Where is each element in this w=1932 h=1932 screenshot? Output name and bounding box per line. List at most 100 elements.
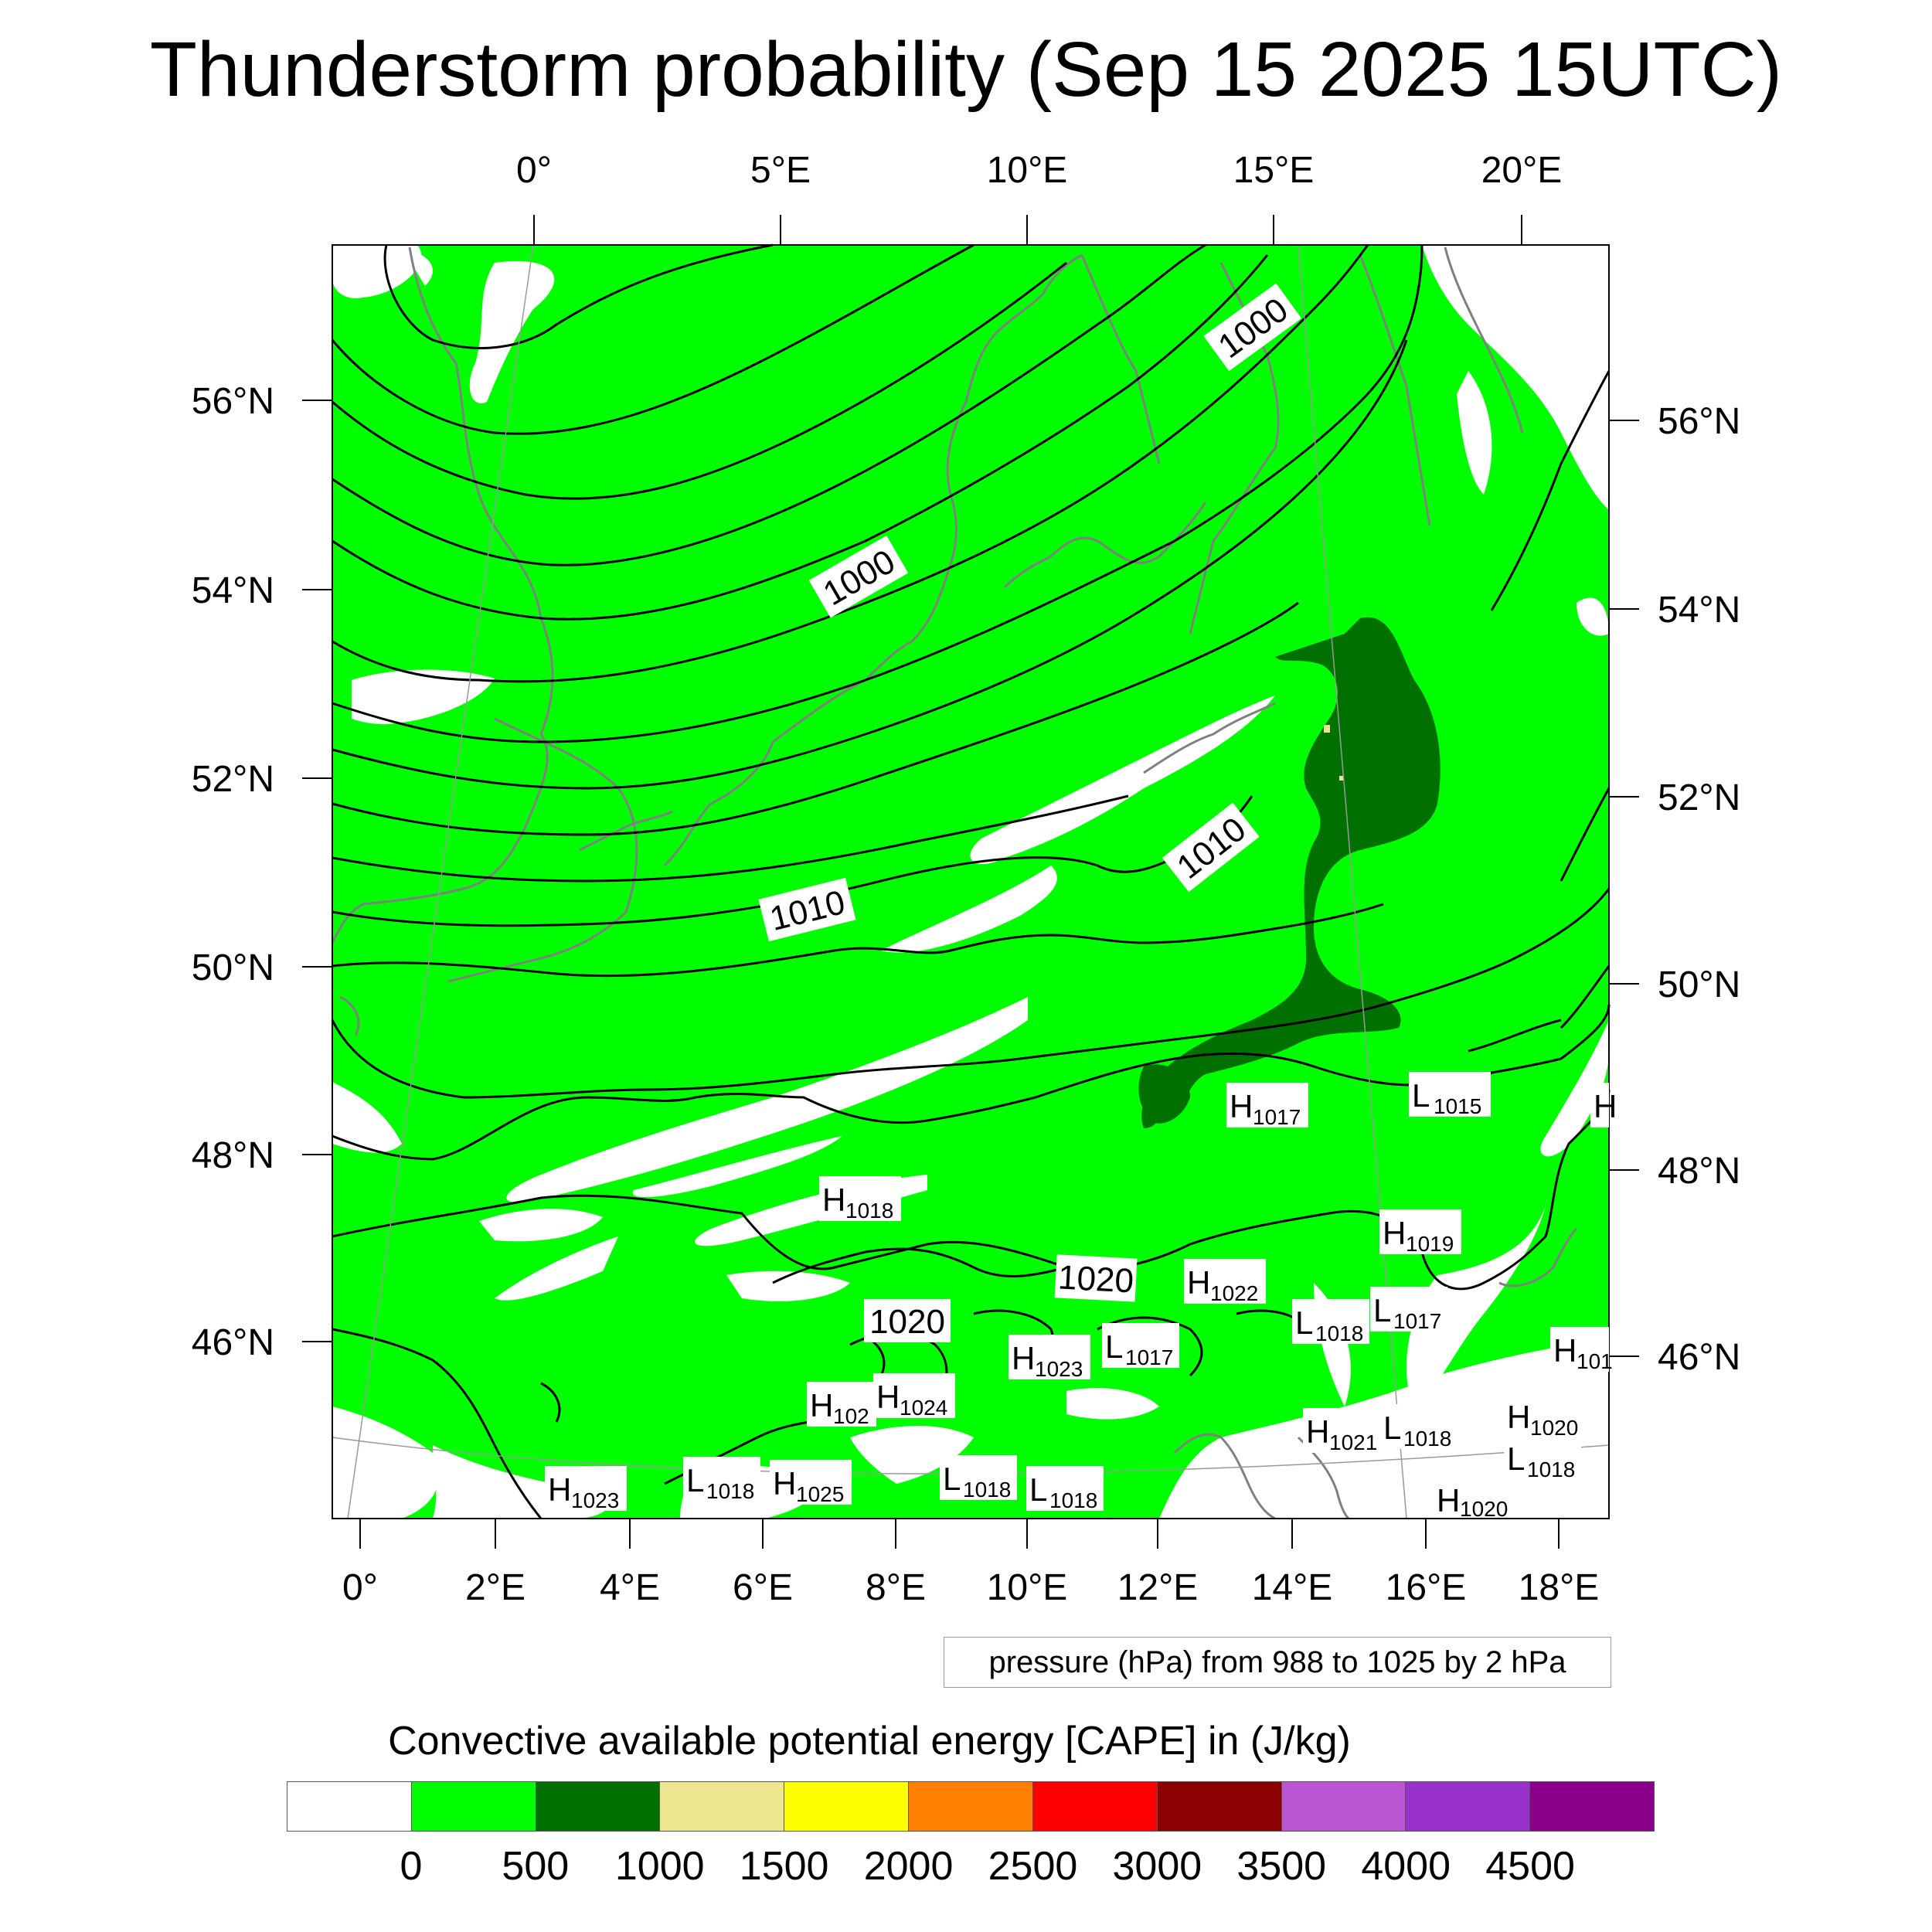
- lat-label-right: 56°N: [1658, 401, 1740, 442]
- pressure-center-type: H: [773, 1465, 796, 1502]
- contour-label-box: [1203, 283, 1302, 372]
- lon-label-bottom: 18°E: [1519, 1567, 1600, 1608]
- lat-label-left: 50°N: [192, 947, 274, 988]
- pressure-center-type: H: [1230, 1088, 1253, 1124]
- pressure-center-type: H: [1012, 1340, 1035, 1376]
- pressure-center-type: H: [822, 1182, 845, 1218]
- isobar-value-labels: 1000 1000 1010 1010 1020 1020: [758, 283, 1302, 1342]
- pressure-center-box: [873, 1373, 955, 1418]
- lon-label-bottom: 14°E: [1252, 1567, 1333, 1608]
- pressure-center-box: [1550, 1327, 1609, 1372]
- pressure-center-type: H: [1187, 1264, 1210, 1301]
- pressure-center-value: 1017: [1393, 1309, 1441, 1333]
- contour-label: 1020: [1057, 1258, 1134, 1300]
- map-frame: [332, 244, 1610, 1519]
- lat-label-left: 56°N: [192, 381, 274, 422]
- pressure-center-box: [1409, 1072, 1491, 1117]
- right-latitude-labels: 56°N 54°N 52°N 50°N 48°N 46°N: [1658, 401, 1740, 1378]
- colorbar-label: 500: [502, 1844, 570, 1889]
- pressure-center-value: 102: [833, 1404, 869, 1428]
- pressure-center-box: [1379, 1209, 1461, 1254]
- pressure-center-box: [819, 1176, 901, 1221]
- contour-label: 1020: [869, 1303, 945, 1341]
- colorbar-label: 1000: [614, 1844, 705, 1889]
- pressure-center-type: H: [1594, 1088, 1617, 1124]
- cape-khaki-spot: [1324, 725, 1330, 733]
- colorbar-box: [1032, 1782, 1158, 1831]
- pressure-center-value: 1018: [963, 1478, 1011, 1502]
- pressure-center-type: L: [943, 1461, 961, 1497]
- lon-label-bottom: 16°E: [1386, 1567, 1467, 1608]
- isobars: [331, 243, 1611, 1519]
- colorbar-label: 3000: [1112, 1844, 1202, 1889]
- lon-label-bottom: 8°E: [866, 1567, 926, 1608]
- colorbar-title: Convective available potential energy [C…: [388, 1719, 1351, 1764]
- pressure-center-type: H: [1507, 1399, 1530, 1435]
- pressure-center-type: H: [1383, 1215, 1406, 1251]
- pressure-center-value: 1024: [900, 1396, 947, 1420]
- pressure-center-box: [545, 1466, 627, 1511]
- pressure-center-value: 1020: [1460, 1497, 1508, 1521]
- cape-khaki-spot: [1339, 776, 1344, 781]
- pressure-center-box: [1303, 1408, 1385, 1453]
- colorbar-box: [411, 1782, 536, 1831]
- lon-label-bottom: 10°E: [987, 1567, 1068, 1608]
- pressure-center-box: [1009, 1335, 1090, 1379]
- pressure-center-value: 101: [1577, 1349, 1613, 1373]
- top-longitude-labels: 0° 5°E 10°E 15°E 20°E: [516, 150, 1562, 191]
- lat-label-right: 46°N: [1658, 1337, 1740, 1378]
- contour-label-box: [808, 536, 909, 618]
- contour-label-box: [864, 1299, 951, 1342]
- colorbar-label: 3500: [1236, 1844, 1327, 1889]
- pressure-center-type: L: [686, 1462, 704, 1498]
- pressure-center-box: [1380, 1404, 1458, 1449]
- pressure-center-value: 1019: [1406, 1232, 1454, 1256]
- pressure-center-box: [1590, 1083, 1609, 1128]
- lat-label-left: 48°N: [192, 1135, 274, 1176]
- colorbar-label: 4500: [1485, 1844, 1575, 1889]
- pressure-center-box: [683, 1457, 760, 1502]
- pressure-center-type: L: [1412, 1077, 1430, 1114]
- pressure-center-type: H: [1553, 1332, 1577, 1369]
- pressure-center-box: [1184, 1259, 1266, 1304]
- lon-label-top: 20°E: [1481, 150, 1563, 191]
- lon-label-bottom: 0°: [342, 1567, 378, 1608]
- colorbar-box: [1281, 1782, 1406, 1831]
- colorbar-box: [909, 1782, 1033, 1831]
- contour-info-label: pressure (hPa) from 988 to 1025 by 2 hPa: [944, 1637, 1611, 1688]
- pressure-center-value: 1018: [706, 1479, 754, 1503]
- pressure-center-value: 1017: [1125, 1345, 1173, 1369]
- colorbar-box: [784, 1782, 910, 1831]
- colorbar-label: 1500: [739, 1844, 829, 1889]
- colorbar-label: 2500: [988, 1844, 1078, 1889]
- pressure-center-box: [940, 1455, 1017, 1500]
- lat-label-right: 48°N: [1658, 1151, 1740, 1192]
- pressure-center-box: [1370, 1287, 1447, 1332]
- pressure-center-type: L: [1507, 1440, 1525, 1477]
- pressure-center-value: 1023: [571, 1488, 619, 1512]
- left-latitude-labels: 56°N 54°N 52°N 50°N 48°N 46°N: [192, 381, 274, 1363]
- lon-label-top: 15°E: [1233, 150, 1315, 191]
- cape-dark-green-region: [1138, 617, 1440, 1128]
- pressure-center-value: 1021: [1329, 1430, 1377, 1454]
- colorbar: [287, 1781, 1655, 1832]
- pressure-center-box: [1292, 1299, 1369, 1344]
- lat-label-left: 52°N: [192, 759, 274, 800]
- pressure-center-type: L: [1373, 1292, 1391, 1328]
- colorbar-label: 2000: [863, 1844, 954, 1889]
- colorbar-label: 0: [400, 1844, 423, 1889]
- pressure-center-value: 1018: [1315, 1321, 1363, 1345]
- map-title: Thunderstorm probability (Sep 15 2025 15…: [149, 26, 1783, 113]
- colorbar-box: [660, 1782, 785, 1831]
- pressure-center-value: 1018: [1049, 1488, 1097, 1512]
- lat-label-right: 50°N: [1658, 964, 1740, 1005]
- pressure-center-box: [770, 1460, 852, 1505]
- bottom-longitude-labels: 0° 2°E 4°E 6°E 8°E 10°E 12°E 14°E 16°E 1…: [342, 1567, 1599, 1608]
- lat-label-left: 54°N: [192, 570, 274, 611]
- pressure-center-box: [1026, 1466, 1104, 1511]
- lat-label-left: 46°N: [192, 1322, 274, 1363]
- lon-label-top: 5°E: [750, 150, 811, 191]
- pressure-center-box: [1226, 1083, 1308, 1128]
- map-ticks: [302, 215, 1639, 1549]
